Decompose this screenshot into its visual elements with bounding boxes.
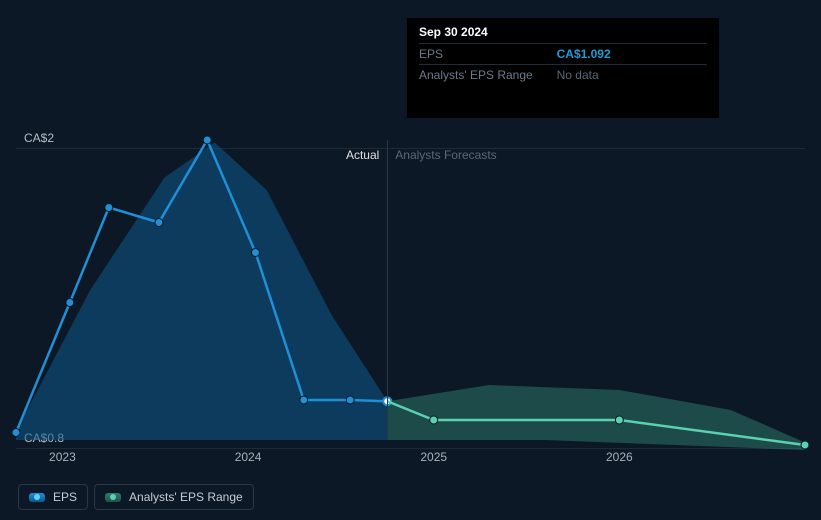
tooltip-row-label: Analysts' EPS Range [419, 65, 549, 86]
x-axis-label: 2025 [420, 450, 447, 464]
legend-label: EPS [53, 490, 77, 504]
region-label-actual: Actual [346, 148, 379, 162]
tooltip-row-label: EPS [419, 44, 549, 65]
eps-point[interactable] [300, 396, 308, 404]
legend-swatch [105, 493, 121, 502]
eps-forecast-point[interactable] [801, 441, 809, 449]
tooltip-date: Sep 30 2024 [419, 25, 707, 39]
legend-swatch [29, 493, 45, 502]
legend-dot [34, 494, 40, 500]
actual-forecast-divider [387, 140, 388, 440]
eps-point[interactable] [203, 136, 211, 144]
tooltip-row-value: CA$1.092 [549, 44, 707, 65]
tooltip-row-value: No data [549, 65, 707, 86]
eps-point[interactable] [66, 299, 74, 307]
legend-item[interactable]: Analysts' EPS Range [94, 484, 254, 510]
region-label-forecast: Analysts Forecasts [395, 148, 496, 162]
x-axis-label: 2024 [235, 450, 262, 464]
eps-point[interactable] [155, 219, 163, 227]
x-axis-label: 2023 [49, 450, 76, 464]
eps-point[interactable] [251, 249, 259, 257]
chart-legend: EPS Analysts' EPS Range [18, 484, 254, 510]
eps-forecast-point[interactable] [615, 416, 623, 424]
eps-point[interactable] [346, 396, 354, 404]
legend-label: Analysts' EPS Range [129, 490, 243, 504]
eps-chart-container: CA$2CA$0.8 Actual Analysts Forecasts 202… [0, 0, 821, 520]
eps-point[interactable] [12, 429, 20, 437]
analysts-range-area [387, 385, 805, 450]
eps-forecast-point[interactable] [430, 416, 438, 424]
chart-tooltip: Sep 30 2024 EPSCA$1.092Analysts' EPS Ran… [407, 18, 719, 118]
eps-point[interactable] [105, 204, 113, 212]
x-axis-label: 2026 [606, 450, 633, 464]
eps-history-area [16, 143, 387, 441]
legend-item[interactable]: EPS [18, 484, 88, 510]
legend-dot [110, 494, 116, 500]
